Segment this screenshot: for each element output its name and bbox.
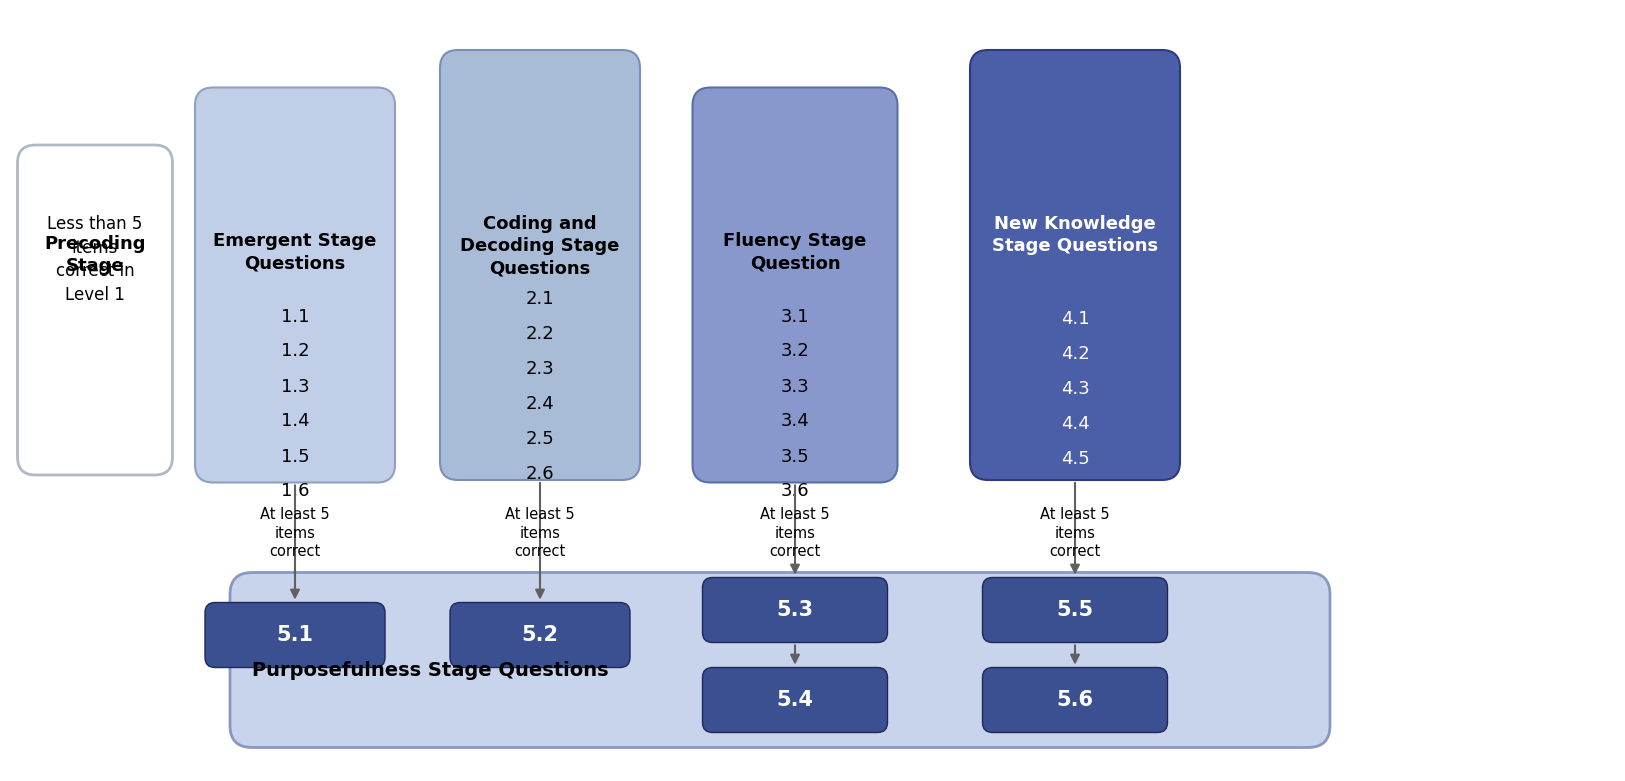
Text: 3.5: 3.5	[780, 448, 809, 465]
Text: Fluency Stage
Question: Fluency Stage Question	[723, 233, 866, 273]
Text: Less than 5
items
correct in
Level 1: Less than 5 items correct in Level 1	[47, 215, 143, 304]
FancyBboxPatch shape	[692, 87, 897, 483]
Text: 4.4: 4.4	[1061, 415, 1089, 433]
Text: 5.2: 5.2	[522, 625, 559, 645]
Text: 2.4: 2.4	[525, 395, 554, 413]
Text: 1.4: 1.4	[281, 412, 309, 430]
FancyBboxPatch shape	[231, 572, 1329, 747]
Text: 2.5: 2.5	[525, 430, 554, 448]
Text: 4.1: 4.1	[1061, 310, 1089, 328]
FancyBboxPatch shape	[440, 50, 640, 480]
Text: 4.5: 4.5	[1061, 450, 1089, 468]
Text: Precoding
Stage: Precoding Stage	[44, 235, 146, 275]
Text: 5.6: 5.6	[1056, 690, 1094, 710]
Text: 2.1: 2.1	[526, 290, 554, 308]
Text: 3.1: 3.1	[780, 308, 809, 326]
FancyBboxPatch shape	[983, 577, 1167, 643]
FancyBboxPatch shape	[983, 668, 1167, 733]
Text: 1.6: 1.6	[281, 483, 309, 501]
Text: 4.2: 4.2	[1061, 345, 1089, 363]
Text: 1.2: 1.2	[281, 343, 309, 361]
Text: At least 5
items
correct: At least 5 items correct	[505, 507, 575, 559]
Text: 5.4: 5.4	[777, 690, 814, 710]
Text: Emergent Stage
Questions: Emergent Stage Questions	[213, 233, 377, 273]
Text: New Knowledge
Stage Questions: New Knowledge Stage Questions	[991, 215, 1159, 255]
FancyBboxPatch shape	[702, 668, 887, 733]
FancyBboxPatch shape	[205, 602, 385, 668]
Text: At least 5
items
correct: At least 5 items correct	[1040, 507, 1110, 559]
Text: 2.3: 2.3	[525, 360, 554, 378]
Text: At least 5
items
correct: At least 5 items correct	[260, 507, 330, 559]
FancyBboxPatch shape	[195, 87, 395, 483]
Text: 3.4: 3.4	[780, 412, 809, 430]
Text: At least 5
items
correct: At least 5 items correct	[760, 507, 830, 559]
Text: Purposefulness Stage Questions: Purposefulness Stage Questions	[252, 661, 608, 679]
FancyBboxPatch shape	[702, 577, 887, 643]
Text: 1.3: 1.3	[281, 377, 309, 395]
Text: 1.1: 1.1	[281, 308, 309, 326]
Text: 4.6: 4.6	[1061, 485, 1089, 503]
Text: 4.3: 4.3	[1061, 380, 1089, 398]
Text: 5.5: 5.5	[1056, 600, 1094, 620]
Text: 5.3: 5.3	[777, 600, 814, 620]
Text: 2.6: 2.6	[526, 465, 554, 483]
Text: Coding and
Decoding Stage
Questions: Coding and Decoding Stage Questions	[460, 215, 619, 277]
Text: 5.1: 5.1	[276, 625, 314, 645]
Text: 2.2: 2.2	[525, 325, 554, 343]
Text: 1.5: 1.5	[281, 448, 309, 465]
Text: 3.6: 3.6	[780, 483, 809, 501]
FancyBboxPatch shape	[18, 145, 172, 475]
FancyBboxPatch shape	[450, 602, 630, 668]
Text: 3.2: 3.2	[780, 343, 809, 361]
Text: 3.3: 3.3	[780, 377, 809, 395]
FancyBboxPatch shape	[970, 50, 1180, 480]
